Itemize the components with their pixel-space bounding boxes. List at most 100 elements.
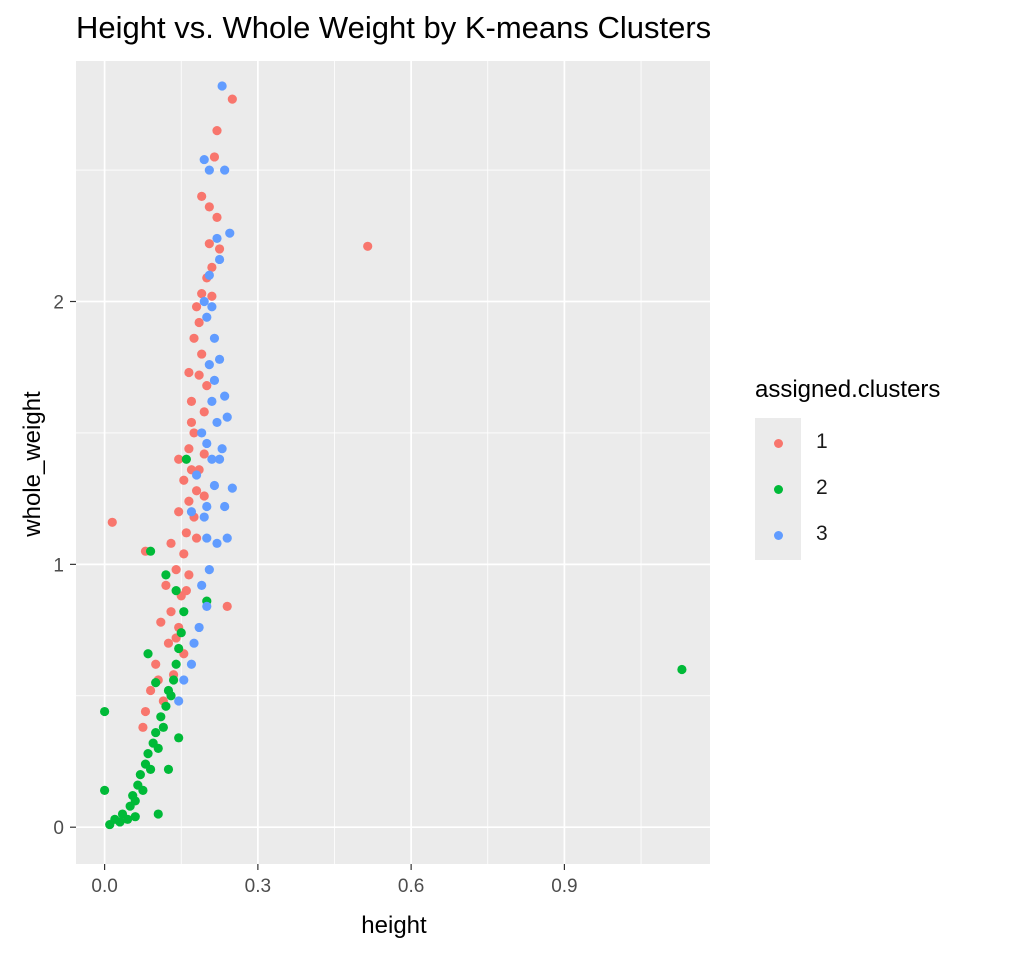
data-point-cluster-1 [184, 444, 194, 454]
data-point-cluster-2 [677, 664, 687, 675]
data-point-cluster-2 [171, 659, 181, 669]
data-point-cluster-3 [222, 533, 232, 543]
data-point-cluster-3 [220, 391, 230, 401]
x-tick-label: 0.9 [551, 876, 577, 897]
data-point-cluster-3 [214, 254, 225, 265]
data-point-cluster-3 [209, 375, 220, 385]
data-point-cluster-3 [202, 501, 212, 512]
legend-keys: 1 2 3 [755, 418, 828, 560]
data-point-cluster-1 [184, 570, 194, 580]
data-point-cluster-1 [207, 291, 217, 301]
x-axis-label: height [361, 912, 427, 939]
data-point-cluster-3 [207, 454, 217, 464]
data-point-cluster-1 [166, 538, 176, 548]
data-point-cluster-3 [199, 512, 209, 522]
data-point-cluster-3 [209, 480, 220, 491]
data-point-cluster-1 [204, 239, 214, 249]
x-tick-label: 0.3 [245, 876, 271, 897]
x-tick-label: 0.6 [398, 876, 424, 897]
legend-key-dot [774, 485, 783, 494]
data-point-cluster-1 [214, 244, 225, 254]
legend-label: 1 [816, 430, 828, 453]
legend-key-dot [774, 531, 783, 540]
data-point-cluster-2 [130, 796, 140, 806]
data-point-cluster-3 [207, 302, 217, 312]
data-point-cluster-3 [186, 507, 197, 517]
data-point-cluster-2 [174, 733, 184, 743]
data-point-cluster-1 [186, 396, 197, 406]
data-point-cluster-1 [202, 381, 212, 391]
data-point-cluster-2 [176, 628, 186, 638]
data-point-cluster-1 [145, 685, 156, 696]
data-point-cluster-1 [191, 486, 202, 496]
data-point-cluster-3 [202, 312, 212, 322]
x-tick-label: 0.0 [91, 876, 117, 897]
data-point-cluster-1 [199, 491, 209, 501]
data-point-cluster-3 [214, 454, 225, 464]
plot-panel [76, 61, 710, 864]
y-tick-label: 0 [53, 818, 64, 839]
legend-key-dot [774, 439, 783, 448]
data-point-cluster-3 [212, 538, 222, 548]
legend: assigned.clusters 1 2 3 [755, 376, 940, 560]
data-point-cluster-2 [158, 722, 168, 732]
data-point-cluster-3 [227, 483, 237, 493]
data-point-cluster-3 [204, 165, 214, 175]
data-point-cluster-2 [156, 712, 166, 722]
data-point-cluster-1 [212, 212, 222, 222]
data-point-cluster-3 [202, 601, 212, 612]
data-point-cluster-3 [194, 622, 204, 633]
data-point-cluster-2 [143, 649, 153, 659]
y-tick-label: 2 [53, 293, 64, 314]
legend-title: assigned.clusters [755, 376, 941, 403]
data-point-cluster-2 [100, 785, 110, 796]
data-point-cluster-2 [138, 785, 148, 796]
data-point-cluster-2 [115, 817, 125, 827]
data-point-cluster-1 [166, 607, 176, 617]
data-point-cluster-3 [225, 228, 235, 238]
data-point-cluster-1 [163, 638, 174, 648]
data-point-cluster-1 [199, 449, 209, 459]
data-point-cluster-2 [130, 812, 140, 822]
data-point-cluster-2 [179, 607, 189, 617]
data-point-cluster-2 [151, 727, 161, 738]
data-point-cluster-1 [222, 601, 232, 612]
data-point-cluster-1 [199, 407, 209, 417]
data-point-cluster-1 [209, 152, 220, 162]
data-point-cluster-1 [186, 417, 197, 428]
data-point-cluster-2 [171, 586, 181, 596]
data-point-cluster-1 [194, 317, 204, 328]
data-point-cluster-3 [207, 396, 217, 406]
data-point-cluster-3 [212, 233, 222, 244]
data-point-cluster-2 [143, 749, 153, 759]
data-point-cluster-1 [171, 565, 181, 575]
data-point-cluster-1 [179, 475, 189, 485]
data-point-cluster-1 [363, 241, 373, 251]
data-point-cluster-2 [153, 743, 163, 753]
data-point-cluster-2 [181, 454, 191, 464]
legend-label: 2 [816, 476, 828, 499]
data-point-cluster-3 [212, 417, 222, 428]
chart-title: Height vs. Whole Weight by K-means Clust… [76, 10, 712, 45]
data-point-cluster-1 [138, 722, 148, 732]
data-point-cluster-3 [220, 501, 230, 512]
data-point-cluster-3 [186, 659, 197, 669]
y-tick-label: 1 [53, 555, 64, 576]
data-point-cluster-2 [174, 643, 184, 654]
data-point-cluster-1 [174, 454, 184, 464]
data-point-cluster-1 [197, 191, 207, 201]
y-axis-label: whole_weight [19, 391, 46, 538]
data-point-cluster-1 [174, 507, 184, 517]
data-point-cluster-2 [161, 570, 171, 580]
data-point-cluster-1 [191, 302, 202, 312]
legend-item-3: 3 [755, 512, 828, 558]
data-point-cluster-3 [197, 428, 207, 438]
data-point-cluster-1 [197, 289, 207, 299]
y-axis: 0 1 2 [53, 293, 76, 839]
data-point-cluster-1 [107, 517, 117, 527]
data-point-cluster-3 [189, 638, 199, 648]
data-point-cluster-3 [204, 359, 214, 370]
data-point-cluster-3 [209, 333, 220, 343]
data-point-cluster-3 [204, 270, 214, 280]
